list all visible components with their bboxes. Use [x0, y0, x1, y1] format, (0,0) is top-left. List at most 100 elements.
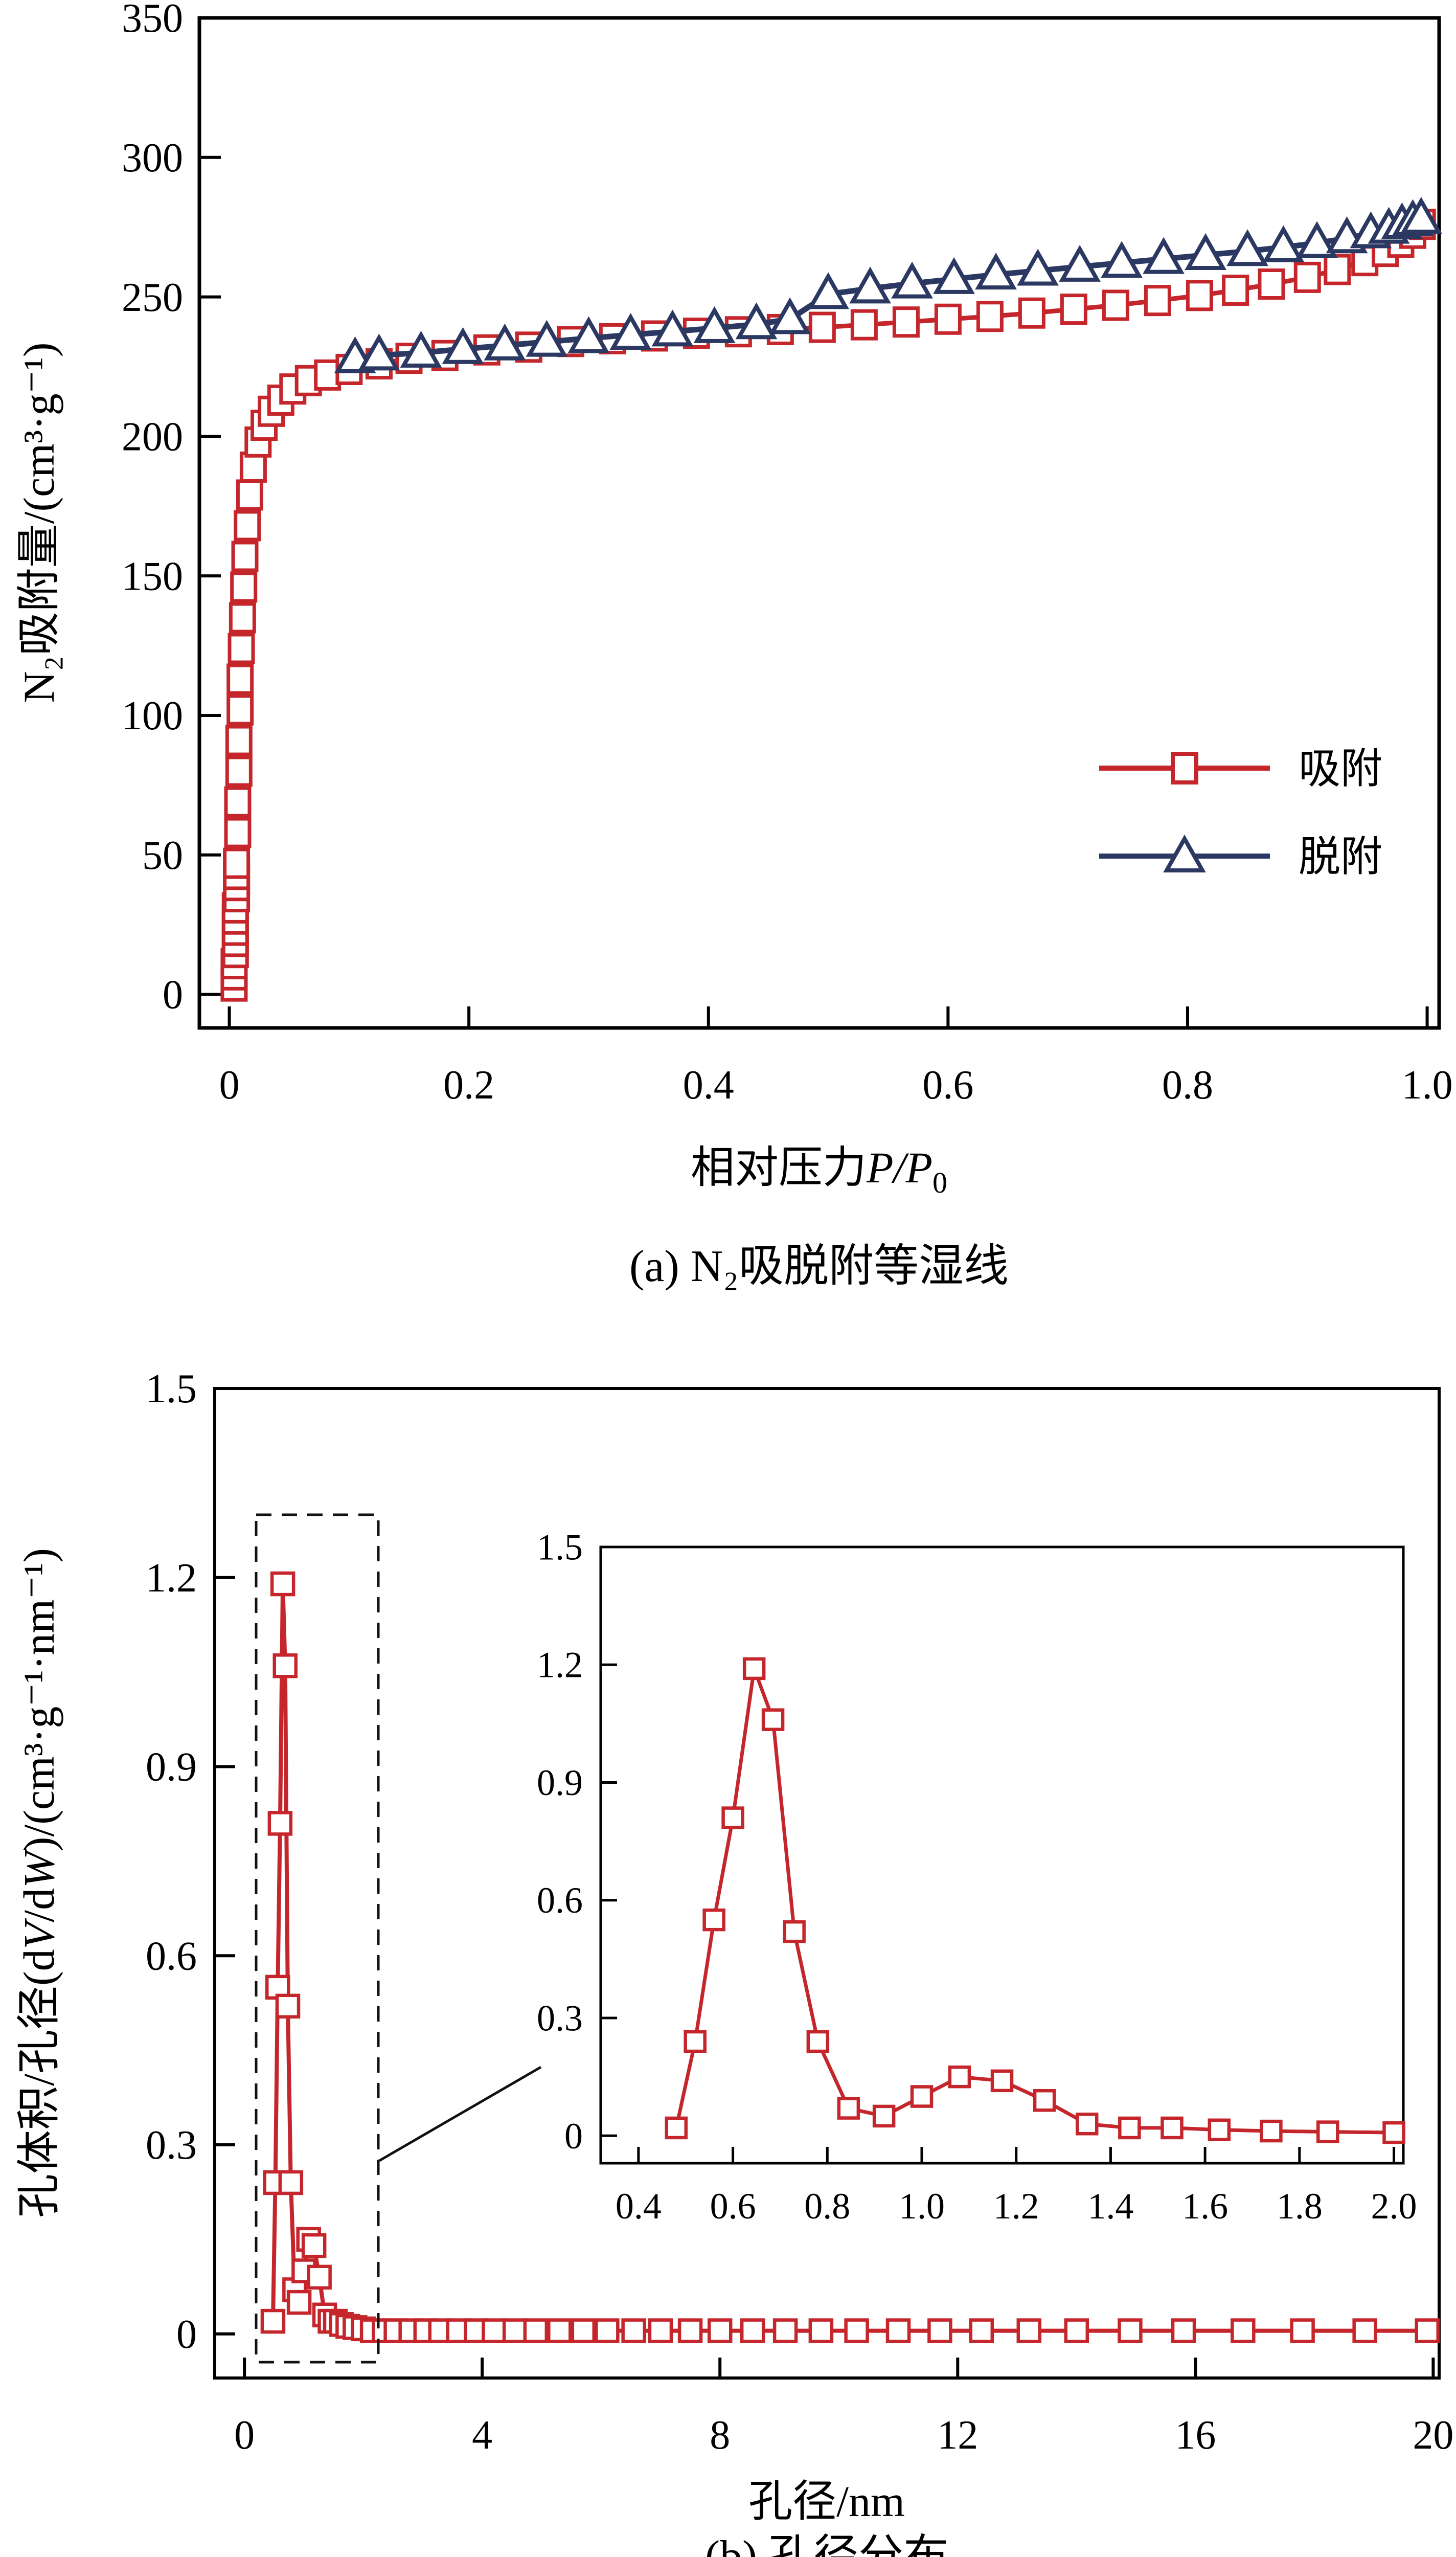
- marker-square-吸附: [1222, 274, 1249, 306]
- x-tick-label: 1.6: [1182, 2186, 1228, 2227]
- marker-square-孔径分布: [267, 1811, 293, 1836]
- x-tick-label: 8: [710, 2413, 730, 2458]
- chart-b-inset-frame: [599, 1545, 1405, 2165]
- marker-square-吸附: [226, 663, 254, 695]
- marker-square-微孔区放大: [948, 2065, 971, 2089]
- marker-square-孔径分布: [1352, 2318, 1377, 2343]
- marker-square-孔径分布: [1231, 2318, 1256, 2343]
- marker-square-孔径分布: [707, 2318, 733, 2343]
- x-tick-label: 0.4: [683, 1063, 734, 1108]
- marker-square-吸附: [224, 786, 252, 818]
- x-tick-label: 1.2: [993, 2186, 1039, 2227]
- marker-square-吸附: [225, 725, 253, 756]
- marker-square-孔径分布: [969, 2318, 994, 2343]
- y-tick-label: 50: [142, 833, 183, 878]
- marker-triangle-脱附: [609, 312, 652, 350]
- x-tick-label: 0: [219, 1063, 240, 1108]
- chart-b-ticks: 0 0.3 0.6 0.9 1.2 1.5 0 4 8 12 16 20: [146, 1366, 1453, 2458]
- marker-square-吸附: [234, 510, 261, 542]
- chart-b-inset: 0 0.3 0.6 0.9 1.2 1.5 0.4 0.6 0.8 1.0 1.2 1.4 1.6 1.8…: [537, 1527, 1417, 2227]
- marker-square-微孔区放大: [721, 1806, 744, 1829]
- x-tick-label: 1.8: [1277, 2186, 1323, 2227]
- x-tick-label: 0.8: [804, 2186, 850, 2227]
- marker-square-微孔区放大: [837, 2097, 860, 2120]
- legend-desorption-label: 脱附: [1299, 834, 1382, 880]
- y-tick-label: 1.2: [146, 1556, 197, 1601]
- chart-a-frame: [197, 16, 1441, 1030]
- legend-adsorption-label: 吸附: [1299, 746, 1382, 792]
- marker-square-孔径分布: [301, 2233, 327, 2258]
- marker-square-孔径分布: [1118, 2318, 1143, 2343]
- marker-square-吸附: [1186, 280, 1213, 311]
- y-tick-label: 150: [122, 554, 183, 599]
- marker-square-孔径分布: [571, 2318, 596, 2343]
- marker-square-吸附: [1102, 289, 1129, 321]
- marker-triangle-脱附: [1262, 225, 1305, 262]
- marker-square-孔径分布: [278, 2170, 304, 2195]
- x-tick-label: 0.6: [922, 1063, 973, 1108]
- marker-square-孔径分布: [927, 2318, 952, 2343]
- marker-triangle-脱附: [1400, 196, 1442, 234]
- marker-square-孔径分布: [740, 2318, 765, 2343]
- marker-triangle-脱附: [849, 266, 891, 304]
- legend-adsorption-square-icon: [1171, 752, 1198, 784]
- marker-square-孔径分布: [270, 1571, 295, 1597]
- zoom-region-dashed-box: [255, 1513, 380, 2364]
- y-tick-label: 100: [122, 693, 183, 738]
- marker-square-吸附: [892, 306, 920, 338]
- marker-square-微孔区放大: [990, 2069, 1014, 2093]
- marker-triangle-脱附: [358, 333, 400, 371]
- marker-square-微孔区放大: [1075, 2112, 1099, 2136]
- marker-square-孔径分布: [1064, 2318, 1089, 2343]
- y-tick-label: 250: [122, 275, 183, 320]
- marker-square-微孔区放大: [1118, 2116, 1141, 2140]
- marker-square-吸附: [225, 755, 253, 787]
- marker-square-微孔区放大: [742, 1657, 766, 1680]
- marker-square-微孔区放大: [1208, 2118, 1231, 2142]
- marker-square-吸附: [1324, 254, 1351, 285]
- marker-square-孔径分布: [272, 1653, 298, 1678]
- marker-square-吸附: [226, 694, 254, 726]
- marker-triangle-脱附: [1101, 241, 1143, 278]
- marker-triangle-脱附: [975, 253, 1017, 290]
- y-tick-label: 0: [564, 2116, 583, 2157]
- marker-square-吸附: [229, 602, 256, 634]
- marker-square-微孔区放大: [684, 2030, 707, 2053]
- marker-triangle-脱附: [1059, 244, 1101, 282]
- marker-square-微孔区放大: [910, 2085, 934, 2108]
- marker-square-吸附: [231, 541, 259, 572]
- marker-square-吸附: [239, 451, 267, 483]
- y-tick-label: 0.6: [537, 1880, 583, 1921]
- marker-square-孔径分布: [523, 2318, 549, 2343]
- marker-triangle-脱附: [1017, 249, 1059, 286]
- marker-square-吸附: [1293, 261, 1321, 293]
- marker-square-孔径分布: [621, 2318, 646, 2343]
- marker-square-孔径分布: [307, 2264, 332, 2290]
- chart-b-caption: (b) 孔径分布: [705, 2532, 949, 2557]
- marker-triangle-脱附: [567, 316, 610, 353]
- x-tick-label: 0.4: [616, 2186, 662, 2227]
- marker-square-吸附: [934, 303, 962, 335]
- marker-square-吸附: [223, 847, 251, 879]
- y-tick-label: 0.6: [146, 1934, 197, 1979]
- marker-square-吸附: [850, 309, 878, 341]
- chart-b-frame: [213, 1387, 1441, 2380]
- marker-square-孔径分布: [885, 2318, 911, 2343]
- marker-square-吸附: [230, 571, 258, 603]
- chart-a-isotherm: 0 50 100 150 200 250 300 350 0 0.2 0.4 0.6 0.8 1.0 吸附…: [14, 0, 1453, 1291]
- marker-square-孔径分布: [502, 2318, 528, 2343]
- chart-a-x-axis-title: 相对压力P/P0: [691, 1143, 947, 1199]
- marker-square-孔径分布: [1016, 2318, 1042, 2343]
- y-tick-label: 0: [176, 2312, 197, 2357]
- marker-square-吸附: [1258, 268, 1285, 300]
- chart-b-inset-series: [665, 1657, 1405, 2144]
- marker-triangle-脱附: [735, 302, 778, 340]
- marker-square-微孔区放大: [1316, 2120, 1339, 2143]
- marker-square-吸附: [228, 633, 255, 664]
- chart-b-y-axis-title: 孔体积/孔径(dV/dW)/(cm³·g⁻¹·nm⁻¹): [14, 1548, 63, 2218]
- marker-square-孔径分布: [648, 2318, 673, 2343]
- y-tick-label: 1.5: [146, 1366, 197, 1411]
- marker-square-吸附: [1144, 285, 1171, 317]
- y-tick-label: 0.3: [146, 2123, 197, 2168]
